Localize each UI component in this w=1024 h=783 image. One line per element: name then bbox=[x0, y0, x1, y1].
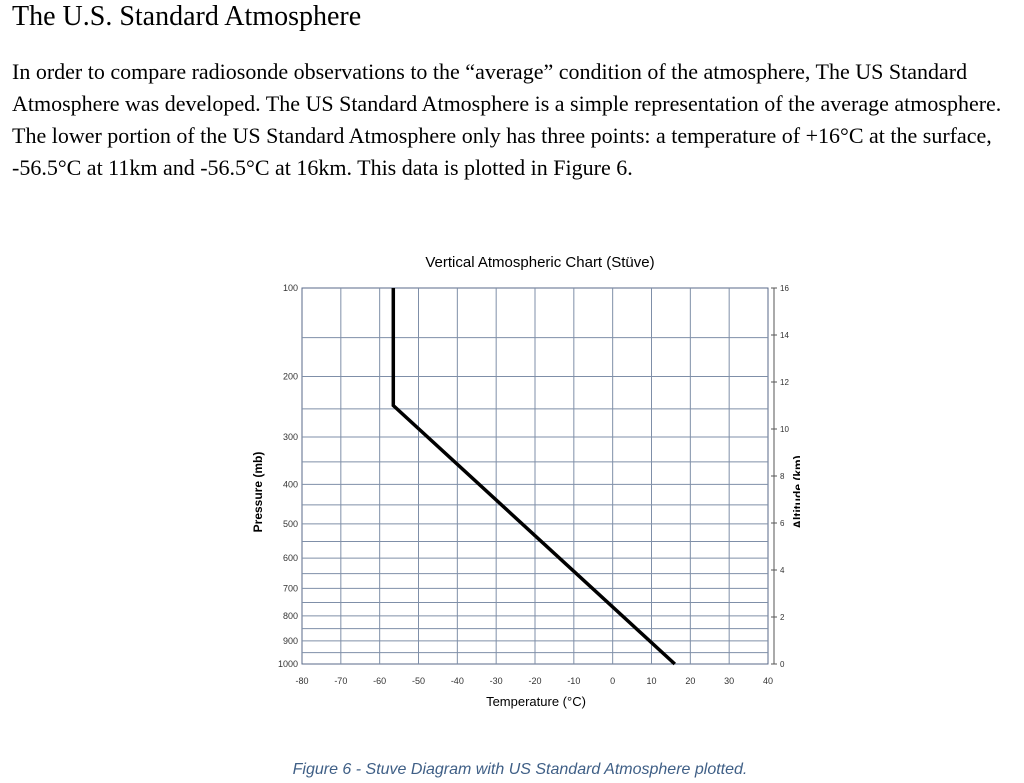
pressure-tick-label: 500 bbox=[283, 519, 298, 529]
y2-axis-label: Altitude (km) bbox=[791, 455, 800, 528]
chart-ticks: -80 -70 -60 -50 -40 -30 -20 -10 0 10 20 30 401002003… bbox=[278, 283, 789, 686]
x-tick-label: 20 bbox=[685, 676, 695, 686]
altitude-tick-label: 8 bbox=[780, 472, 785, 481]
pressure-tick-label: 1000 bbox=[278, 659, 298, 669]
x-tick-label: -80 bbox=[295, 676, 308, 686]
x-tick-label: -60 bbox=[373, 676, 386, 686]
altitude-tick-label: 14 bbox=[780, 331, 789, 340]
pressure-tick-label: 200 bbox=[283, 371, 298, 381]
x-tick-label: -20 bbox=[528, 676, 541, 686]
x-tick-label: -70 bbox=[334, 676, 347, 686]
document-title: The U.S. Standard Atmosphere bbox=[12, 1, 362, 32]
x-tick-label: 10 bbox=[646, 676, 656, 686]
altitude-tick-label: 0 bbox=[780, 660, 785, 669]
intro-paragraph: In order to compare radiosonde observati… bbox=[12, 59, 1002, 180]
x-tick-label: 0 bbox=[610, 676, 615, 686]
pressure-tick-label: 700 bbox=[283, 583, 298, 593]
pressure-tick-label: 800 bbox=[283, 611, 298, 621]
altitude-tick-label: 6 bbox=[780, 519, 785, 528]
chart-series bbox=[391, 288, 676, 666]
pressure-tick-label: 400 bbox=[283, 479, 298, 489]
x-tick-label: -10 bbox=[567, 676, 580, 686]
altitude-tick-label: 2 bbox=[780, 613, 785, 622]
pressure-tick-label: 100 bbox=[283, 283, 298, 293]
pressure-tick-label: 300 bbox=[283, 432, 298, 442]
stuve-figure: Vertical Atmospheric Chart (Stüve) -80 -7… bbox=[240, 246, 805, 726]
x-tick-label: -30 bbox=[490, 676, 503, 686]
pressure-tick-label: 900 bbox=[283, 636, 298, 646]
figure-caption: Figure 6 - Stuve Diagram with US Standar… bbox=[292, 761, 748, 778]
standard-atmosphere-line bbox=[391, 288, 676, 666]
altitude-tick-label: 10 bbox=[780, 425, 789, 434]
x-axis-label-text: Temperature (°C) bbox=[486, 694, 586, 709]
stuve-chart: Vertical Atmospheric Chart (Stüve) -80 -7… bbox=[251, 254, 805, 709]
altitude-tick-label: 4 bbox=[780, 566, 785, 575]
altitude-tick-label: 16 bbox=[780, 284, 789, 293]
pressure-tick-label: 600 bbox=[283, 553, 298, 563]
x-tick-label: 40 bbox=[763, 676, 773, 686]
y-axis-label: Pressure (mb) bbox=[251, 452, 265, 533]
x-tick-label: 30 bbox=[724, 676, 734, 686]
x-tick-label: -50 bbox=[412, 676, 425, 686]
x-tick-label: -40 bbox=[451, 676, 464, 686]
x-axis-label: Temperature (°C) bbox=[486, 694, 586, 709]
altitude-tick-label: 12 bbox=[780, 378, 789, 387]
chart-grid bbox=[301, 287, 769, 665]
chart-title: Vertical Atmospheric Chart (Stüve) bbox=[425, 254, 654, 271]
